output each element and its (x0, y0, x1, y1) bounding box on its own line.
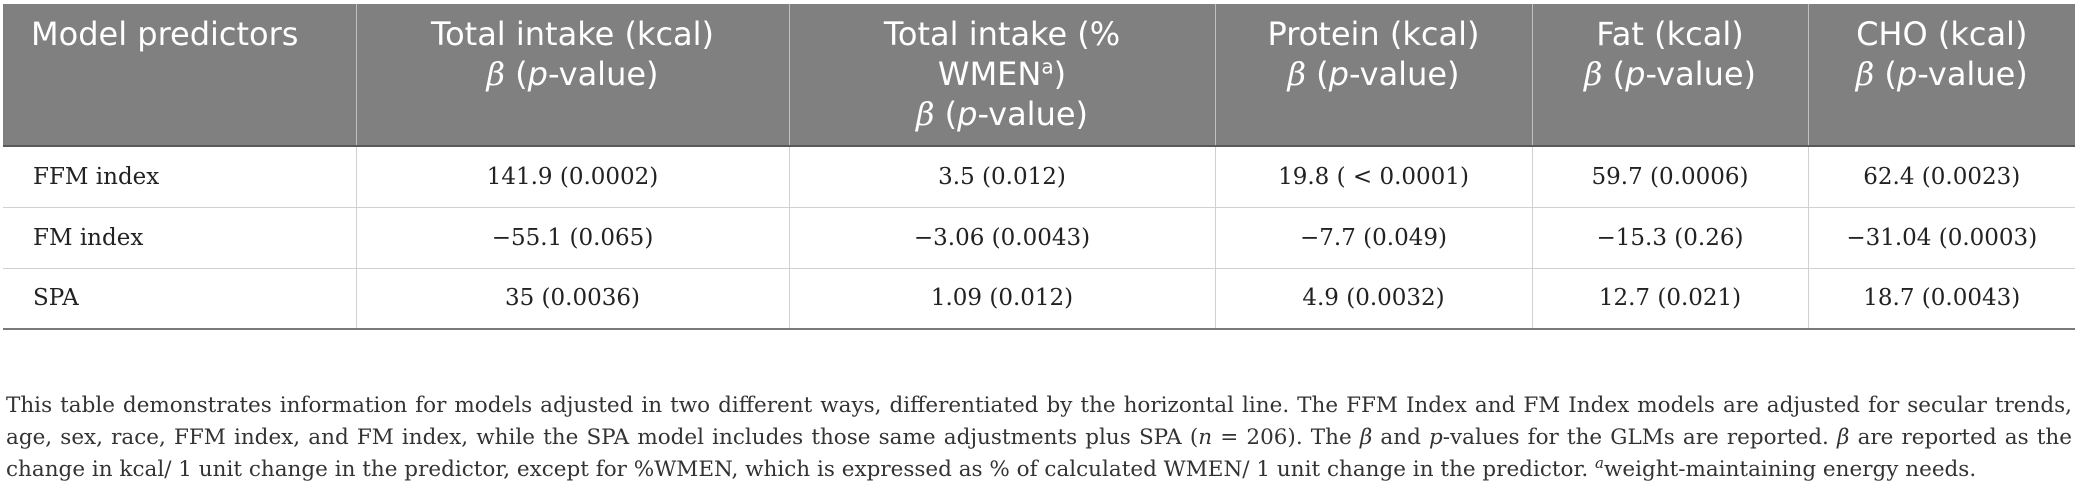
cell-total-intake-kcal: 141.9 (0.0002) (355, 146, 789, 208)
cell-total-intake-wmen: 3.5 (0.012) (788, 146, 1215, 208)
header-label-line2: WMENa) (800, 54, 1205, 94)
cell-cho: 18.7 (0.0043) (1807, 268, 2075, 330)
cell-total-intake-wmen: −3.06 (0.0043) (788, 207, 1215, 269)
footnote-marker: a (1041, 54, 1054, 79)
header-stat-label: β (p-value) (1855, 55, 2028, 93)
value-suffix: -value (977, 95, 1076, 133)
footnote-beta: β (1359, 424, 1373, 450)
header-label: Model predictors (31, 15, 299, 53)
header-stat-label: β (p-value) (915, 95, 1089, 133)
cell-total-intake-wmen: 1.09 (0.012) (788, 268, 1215, 330)
header-stat-label: β (p-value) (486, 55, 659, 93)
header-cho-kcal: CHO (kcal) β (p-value) (1807, 4, 2075, 146)
close-paren: ) (1053, 55, 1067, 93)
cell-cho: −31.04 (0.0003) (1807, 207, 2075, 269)
footnote-n: n (1198, 424, 1213, 450)
row-predictor: FFM index (3, 146, 356, 208)
footnote-text: and (1372, 424, 1429, 450)
cell-total-intake-kcal: 35 (0.0036) (355, 268, 789, 330)
header-label: Total intake (kcal) (430, 15, 715, 53)
header-label-line1: Total intake (% (883, 15, 1121, 53)
wmen-text: WMEN (937, 55, 1042, 93)
header-total-intake-kcal: Total intake (kcal) β (p-value) (355, 4, 789, 146)
header-model-predictors: Model predictors (3, 4, 356, 146)
header-stat-label: β (p-value) (1583, 55, 1757, 93)
cell-protein: 19.8 ( < 0.0001) (1214, 146, 1532, 208)
footnote-p: p (1429, 424, 1443, 450)
table-footnote: This table demonstrates information for … (6, 390, 2072, 486)
row-predictor: SPA (3, 268, 356, 330)
results-table: Model predictors Total intake (kcal) β (… (3, 4, 2075, 330)
header-label: CHO (kcal) (1856, 15, 2028, 53)
cell-protein: −7.7 (0.049) (1214, 207, 1532, 269)
cell-fat: 12.7 (0.021) (1531, 268, 1808, 330)
footnote-text: = 206). The (1212, 424, 1360, 450)
header-stat-label: β (p-value) (1287, 55, 1460, 93)
beta-symbol: β (1855, 55, 1875, 93)
beta-symbol: β (915, 95, 935, 133)
header-total-intake-wmen: Total intake (% WMENa) β (p-value) (788, 4, 1215, 146)
table-body: FFM index 141.9 (0.0002) 3.5 (0.012) 19.… (3, 146, 2075, 330)
results-table-container: Model predictors Total intake (kcal) β (… (3, 4, 2075, 330)
cell-protein: 4.9 (0.0032) (1214, 268, 1532, 330)
cell-fat: 59.7 (0.0006) (1531, 146, 1808, 208)
value-suffix: -value (1645, 55, 1744, 93)
footnote-beta: β (1836, 424, 1850, 450)
value-suffix: -value (1917, 55, 2016, 93)
table-row-ffm-index: FFM index 141.9 (0.0002) 3.5 (0.012) 19.… (3, 146, 2075, 208)
table-header: Model predictors Total intake (kcal) β (… (3, 4, 2075, 146)
table-row-spa: SPA 35 (0.0036) 1.09 (0.012) 4.9 (0.0032… (3, 268, 2075, 330)
footnote-marker: a (1595, 453, 1604, 472)
beta-symbol: β (486, 55, 505, 93)
footnote-text: This table demonstrates information for … (6, 392, 2072, 450)
p-symbol: p (1896, 55, 1918, 93)
p-symbol: p (957, 95, 978, 133)
value-suffix: -value (547, 55, 647, 93)
footnote-text: weight-maintaining energy needs. (1603, 456, 1977, 482)
header-protein-kcal: Protein (kcal) β (p-value) (1214, 4, 1532, 146)
p-symbol: p (1625, 55, 1646, 93)
p-symbol: p (1328, 55, 1349, 93)
footnote-text: -values for the GLMs are reported. (1442, 424, 1837, 450)
header-row: Model predictors Total intake (kcal) β (… (3, 4, 2075, 146)
header-label: Protein (kcal) (1267, 15, 1480, 53)
p-symbol: p (527, 55, 548, 93)
beta-symbol: β (1583, 55, 1603, 93)
header-fat-kcal: Fat (kcal) β (p-value) (1531, 4, 1808, 146)
row-predictor: FM index (3, 207, 356, 269)
cell-fat: −15.3 (0.26) (1531, 207, 1808, 269)
table-row-fm-index: FM index −55.1 (0.065) −3.06 (0.0043) −7… (3, 207, 2075, 269)
cell-total-intake-kcal: −55.1 (0.065) (355, 207, 789, 269)
beta-symbol: β (1287, 55, 1306, 93)
value-suffix: -value (1348, 55, 1448, 93)
cell-cho: 62.4 (0.0023) (1807, 146, 2075, 208)
header-label: Fat (kcal) (1596, 15, 1744, 53)
